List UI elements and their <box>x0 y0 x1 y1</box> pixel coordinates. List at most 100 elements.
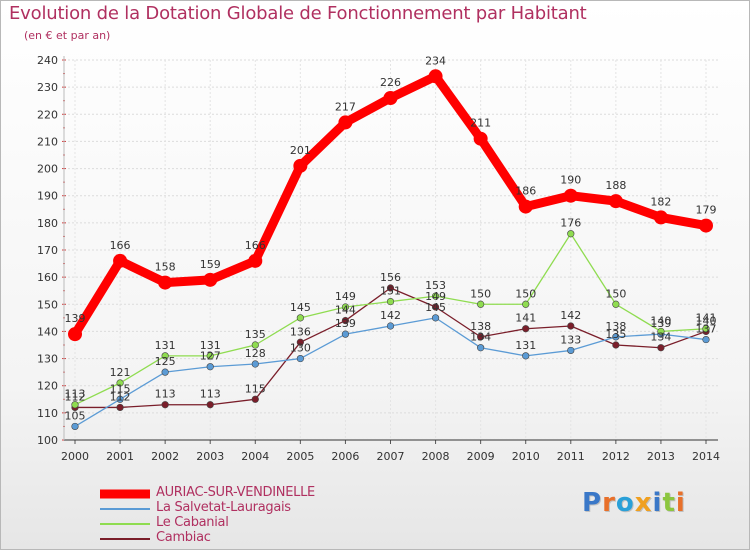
y-tick-label: 190 <box>37 190 58 203</box>
data-point <box>341 330 350 338</box>
x-tick-label: 2007 <box>377 450 405 463</box>
data-label: 138 <box>470 320 491 333</box>
data-label: 211 <box>470 117 491 130</box>
data-point <box>386 297 395 306</box>
data-point <box>68 327 82 342</box>
y-tick-label: 210 <box>37 135 58 148</box>
data-point <box>567 230 575 238</box>
x-tick-label: 2004 <box>241 450 269 463</box>
data-label: 188 <box>605 179 626 192</box>
data-label: 149 <box>425 290 446 303</box>
data-label: 131 <box>200 339 221 352</box>
x-tick-label: 2005 <box>286 450 314 463</box>
x-tick-label: 2014 <box>692 450 720 463</box>
data-label: 128 <box>245 347 266 360</box>
data-label: 135 <box>605 328 626 341</box>
data-point <box>71 422 79 431</box>
data-label: 156 <box>380 271 401 284</box>
data-label: 226 <box>380 76 401 89</box>
data-point <box>338 115 353 130</box>
x-tick-label: 2002 <box>151 450 179 463</box>
data-point <box>431 303 440 311</box>
data-point <box>522 300 530 308</box>
data-point <box>522 325 530 333</box>
data-point <box>113 253 128 268</box>
data-point <box>657 327 665 336</box>
data-label: 166 <box>245 239 266 252</box>
data-label: 137 <box>696 323 717 336</box>
data-point <box>386 284 395 292</box>
data-label: 141 <box>696 312 717 325</box>
data-point <box>522 352 530 360</box>
data-label: 113 <box>200 388 221 401</box>
data-label: 133 <box>560 333 581 346</box>
data-point <box>567 322 575 330</box>
data-point <box>206 352 214 360</box>
legend-swatch <box>100 489 150 498</box>
data-label: 190 <box>560 174 581 187</box>
data-point <box>71 401 79 409</box>
data-point <box>567 346 575 355</box>
data-point <box>296 314 304 322</box>
data-point <box>296 338 304 346</box>
data-point <box>477 344 485 352</box>
proxiti-logo: Proxiti <box>582 488 686 518</box>
data-label: 121 <box>110 366 131 379</box>
legend-label: AURIAC-SUR-VENDINELLE <box>156 485 315 500</box>
data-point <box>612 341 620 349</box>
chart-subtitle: (en € et par an) <box>24 29 111 42</box>
data-point <box>293 158 308 173</box>
legend-label: Cambiac <box>156 530 211 545</box>
data-label: 186 <box>515 185 536 198</box>
data-point <box>702 335 710 344</box>
data-label: 125 <box>155 355 176 368</box>
x-tick-label: 2008 <box>422 450 450 463</box>
data-label: 166 <box>110 239 131 252</box>
data-point <box>702 325 710 333</box>
y-tick-label: 240 <box>37 54 58 67</box>
data-point <box>518 199 533 214</box>
data-label: 115 <box>110 382 131 395</box>
data-point <box>116 379 124 387</box>
y-tick-label: 230 <box>37 81 58 94</box>
data-label: 158 <box>155 261 176 274</box>
data-label: 145 <box>290 301 311 314</box>
y-tick-label: 160 <box>37 271 58 284</box>
data-label: 115 <box>245 382 266 395</box>
data-point <box>431 292 440 300</box>
legend-swatch <box>100 537 150 540</box>
data-label: 142 <box>380 309 401 322</box>
data-point <box>296 354 304 363</box>
data-label: 159 <box>200 258 221 271</box>
data-label: 149 <box>335 290 356 303</box>
legend-label: Le Cabanial <box>156 515 229 530</box>
data-point <box>653 210 668 225</box>
x-tick-label: 2010 <box>512 450 540 463</box>
data-point <box>699 218 713 233</box>
data-label: 134 <box>470 331 491 344</box>
data-point <box>477 333 485 341</box>
data-label: 151 <box>380 285 401 298</box>
legend-swatch <box>100 522 150 525</box>
data-point <box>251 360 259 368</box>
data-label: 139 <box>650 317 671 330</box>
data-label: 131 <box>155 339 176 352</box>
x-tick-label: 2001 <box>106 450 134 463</box>
data-label: 150 <box>515 287 536 300</box>
data-point <box>161 352 169 360</box>
data-point <box>428 69 443 84</box>
data-point <box>431 314 440 322</box>
data-label: 112 <box>110 390 131 403</box>
series-layer <box>68 69 713 431</box>
y-tick-label: 140 <box>37 325 58 338</box>
data-label: 150 <box>470 287 491 300</box>
data-point <box>657 344 665 352</box>
data-label: 134 <box>650 331 671 344</box>
data-label: 136 <box>290 325 311 338</box>
data-point <box>206 363 214 371</box>
grid-lines <box>64 59 718 441</box>
data-label: 141 <box>515 312 536 325</box>
data-label: 113 <box>155 388 176 401</box>
y-tick-label: 170 <box>37 244 58 257</box>
